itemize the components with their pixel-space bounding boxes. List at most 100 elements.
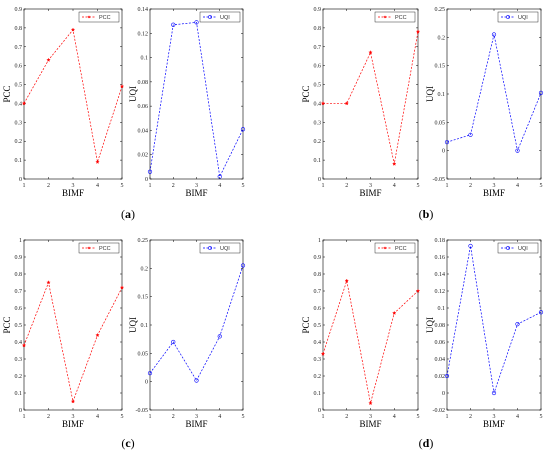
x-tick-label: 3: [369, 414, 372, 420]
legend-box: [199, 242, 241, 254]
data-point-circle: [468, 132, 473, 137]
data-point-star: [95, 159, 100, 164]
x-tick-label: 2: [47, 183, 50, 189]
x-tick-label: 4: [393, 183, 396, 189]
chart-d-pcc: 0 0.1 0.2 0.3 0.4 0.5 0.6 0.7 0.8 0.9 1 1 2 3 4 5 BIMF PC…: [301, 238, 421, 429]
plot-frame: [322, 239, 419, 411]
y-tick-label: 0: [145, 380, 148, 386]
x-axis-label: BIMF: [483, 188, 505, 198]
y-tick-label: 0.8: [15, 272, 23, 278]
x-axis-label: BIMF: [62, 188, 84, 198]
legend-marker-star: [383, 246, 387, 250]
y-tick-label: 0.4: [15, 340, 23, 346]
legend-marker-circle: [208, 246, 212, 250]
y-tick-label: 0.3: [15, 357, 23, 363]
panel-label: (b): [419, 207, 434, 221]
y-axis-label: PCC: [301, 85, 311, 102]
y-tick-label: 0.12: [435, 289, 446, 295]
y-tick-label: 0.2: [141, 266, 149, 272]
y-axis-label: UQI: [425, 86, 435, 102]
y-tick-label: 0.3: [15, 120, 23, 126]
x-tick-label: 4: [516, 183, 519, 189]
data-point-star: [46, 280, 51, 285]
y-tick-label: 0.6: [15, 306, 23, 312]
data-point-star: [415, 288, 421, 293]
y-tick-label: 0.5: [314, 83, 322, 89]
y-tick-label: 0.1: [141, 56, 149, 62]
y-tick-label: 0.3: [314, 120, 322, 126]
x-tick-label: 4: [96, 414, 99, 420]
y-tick-label: 0.14: [138, 7, 149, 13]
data-point-circle: [491, 32, 497, 37]
x-tick-label: 4: [393, 414, 396, 420]
y-tick-label: 0.04: [138, 128, 149, 134]
plot-frame: [149, 8, 244, 180]
data-point-circle: [491, 390, 497, 396]
data-point-star: [392, 161, 397, 166]
y-tick-label: 0.7: [15, 45, 23, 51]
x-tick-label: 3: [195, 414, 198, 420]
legend-box: [497, 242, 539, 254]
y-tick-label: 0.9: [314, 7, 322, 13]
data-point-star: [21, 101, 27, 106]
data-point-circle: [444, 373, 450, 379]
y-tick-label: 0.05: [138, 351, 149, 357]
y-tick-label: 0.06: [435, 340, 446, 346]
data-point-circle: [171, 339, 176, 345]
x-axis-label: BIMF: [359, 419, 381, 429]
y-tick-label: 0.3: [314, 357, 322, 363]
data-point-star: [344, 278, 349, 283]
y-tick-label: 0.06: [138, 104, 149, 110]
x-tick-label: 1: [322, 414, 325, 420]
data-point-circle: [515, 322, 520, 327]
legend-box: [78, 242, 120, 254]
plot-frame: [446, 239, 542, 411]
y-tick-label: 0.9: [15, 7, 23, 13]
x-axis-label: BIMF: [185, 419, 207, 429]
y-tick-label: 0.4: [15, 101, 23, 107]
x-tick-label: 1: [322, 183, 325, 189]
x-tick-label: 3: [72, 414, 75, 420]
panel-label: (d): [419, 436, 434, 450]
y-tick-label: 0.15: [138, 295, 149, 301]
data-point-star: [119, 84, 125, 89]
y-tick-label: 0: [19, 177, 22, 183]
y-tick-label: 0.7: [314, 289, 322, 295]
y-axis-label: UQI: [128, 86, 138, 102]
data-point-circle: [538, 90, 544, 95]
plot-frame: [322, 8, 419, 180]
y-tick-label: 0: [442, 391, 445, 397]
y-tick-label: 0: [145, 177, 148, 183]
data-point-star: [21, 343, 27, 348]
legend-label: PCC: [99, 15, 111, 21]
chart-c-pcc: 0 0.1 0.2 0.3 0.4 0.5 0.6 0.7 0.8 0.9 1 1 2 3 4 5 BIMF PC…: [2, 238, 125, 429]
y-tick-label: 0.6: [314, 64, 322, 70]
legend-box: [374, 242, 416, 254]
data-point-star: [368, 401, 373, 405]
y-tick-label: 0.2: [314, 374, 322, 380]
x-tick-label: 2: [172, 414, 175, 420]
x-tick-label: 1: [446, 414, 449, 420]
y-tick-label: 0.25: [138, 238, 149, 244]
x-tick-label: 2: [469, 183, 472, 189]
legend-box: [199, 11, 241, 23]
x-tick-label: 4: [516, 414, 519, 420]
x-tick-label: 3: [493, 183, 496, 189]
y-tick-label: 0.4: [314, 340, 322, 346]
y-tick-label: -0.05: [136, 408, 149, 414]
y-tick-label: 0.2: [15, 139, 23, 145]
chart-b-uqi: -0.05 0 0.05 0.1 0.15 0.2 0.25 1 2 3 4 5 BIMF UQI UQI: [425, 7, 544, 198]
series-line-uqi: [446, 245, 542, 394]
y-tick-label: 0.2: [438, 35, 446, 41]
data-point-star: [320, 351, 326, 356]
y-tick-label: 0.12: [138, 31, 149, 37]
series-line-uqi: [149, 265, 244, 382]
legend-label: UQI: [518, 246, 528, 252]
data-point-circle: [217, 174, 222, 179]
y-tick-label: 0: [442, 149, 445, 155]
y-tick-label: 0.15: [435, 64, 446, 70]
data-point-circle: [468, 243, 473, 249]
series-line-pcc: [322, 279, 419, 404]
data-point-circle: [194, 378, 199, 383]
